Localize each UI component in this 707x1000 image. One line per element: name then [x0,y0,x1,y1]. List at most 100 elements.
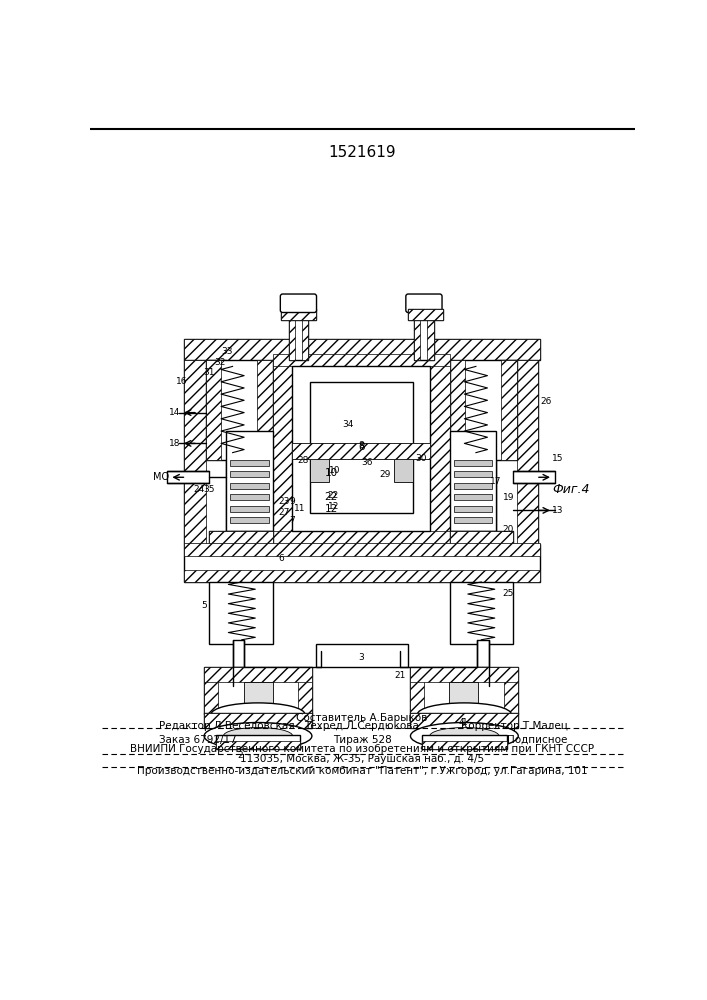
Bar [428,318,433,360]
Bar [408,309,443,320]
Bar [209,531,273,544]
Text: 6: 6 [279,554,284,563]
Text: Составитель А.Барыков: Составитель А.Барыков [296,713,428,723]
Ellipse shape [204,723,312,749]
Text: 27: 27 [279,508,290,517]
Text: 10: 10 [329,466,341,475]
Text: 113035, Москва, Ж-35, Раушская наб., д. 4/5: 113035, Москва, Ж-35, Раушская наб., д. … [240,754,484,764]
Text: 31: 31 [204,368,215,377]
Bar [206,360,273,460]
Bar [454,494,492,500]
Bar [302,318,308,360]
Text: 1521619: 1521619 [328,145,396,160]
Bar [431,360,450,544]
Bar [454,506,492,512]
Bar [216,735,300,749]
Bar [450,531,513,544]
Text: ВНИИПИ Государственного комитета по изобретениям и открытиям при ГКНТ СССР: ВНИИПИ Государственного комитета по изоб… [130,744,594,754]
Bar [449,682,478,714]
Bar [310,443,329,482]
Text: 24: 24 [194,485,205,494]
Bar [184,360,206,544]
Bar [244,682,274,714]
Bar [411,667,424,714]
Text: 22: 22 [325,492,338,502]
Bar [204,667,218,714]
Bar [496,360,538,544]
Bar [454,471,492,477]
Text: 16: 16 [176,377,187,386]
Bar [233,640,244,667]
Text: 1: 1 [462,718,467,727]
Text: 7: 7 [289,516,295,525]
Text: 12: 12 [328,502,339,511]
Text: Тираж 528: Тираж 528 [332,735,392,745]
Text: МО: МО [153,472,169,482]
Ellipse shape [211,703,305,726]
Bar [450,582,513,644]
Bar [273,360,292,544]
Bar [257,360,273,460]
FancyBboxPatch shape [281,294,317,312]
Bar [230,506,269,512]
Text: Подписное: Подписное [507,735,568,745]
Ellipse shape [430,728,499,744]
Bar [454,460,492,466]
Text: 23: 23 [279,497,290,506]
Text: 9: 9 [289,497,295,506]
Bar [477,640,489,667]
Bar [501,360,517,460]
Text: 25: 25 [503,589,514,598]
Bar [184,544,540,556]
Bar [273,531,450,544]
Text: 2: 2 [238,751,243,760]
Text: 30: 30 [416,454,427,463]
Bar [288,318,295,360]
Bar [513,471,555,483]
Bar [414,318,421,360]
Bar [230,494,269,500]
Bar [292,366,431,531]
Text: 14: 14 [169,408,180,417]
Bar [288,318,308,360]
Bar [310,382,413,513]
Bar [454,483,492,489]
Bar [414,318,433,360]
Text: 13: 13 [551,506,563,515]
FancyBboxPatch shape [406,294,442,312]
Bar [281,309,316,320]
Text: 8: 8 [358,442,365,452]
Text: 34: 34 [342,420,354,429]
Bar [184,339,540,360]
Bar [394,443,413,482]
Bar [411,713,518,728]
Bar [184,544,540,582]
Bar [230,517,269,523]
Text: 12: 12 [325,504,338,514]
Text: Производственно-издательский комбинат "Патент", г.Ужгород, ул.Гагарина, 101: Производственно-издательский комбинат "П… [136,766,588,776]
Text: 28: 28 [298,456,309,465]
Text: Корректор Т.Малец: Корректор Т.Малец [461,721,568,731]
Text: 18: 18 [169,439,180,448]
Bar [298,667,312,714]
Bar [411,667,518,682]
Text: 19: 19 [503,493,514,502]
Bar [204,713,312,728]
Bar [209,531,273,544]
Bar [230,471,269,477]
Ellipse shape [223,728,293,744]
Text: 8: 8 [358,441,364,450]
Bar [209,582,273,644]
Text: 15: 15 [551,454,563,463]
Ellipse shape [411,723,518,749]
Bar [450,431,496,531]
Ellipse shape [417,703,511,726]
Bar [504,667,518,714]
Text: 3: 3 [358,653,364,662]
Bar [204,667,312,682]
Bar [422,741,507,749]
Bar [273,360,450,544]
Bar [422,735,507,749]
Bar [204,713,312,728]
Bar [450,531,513,544]
